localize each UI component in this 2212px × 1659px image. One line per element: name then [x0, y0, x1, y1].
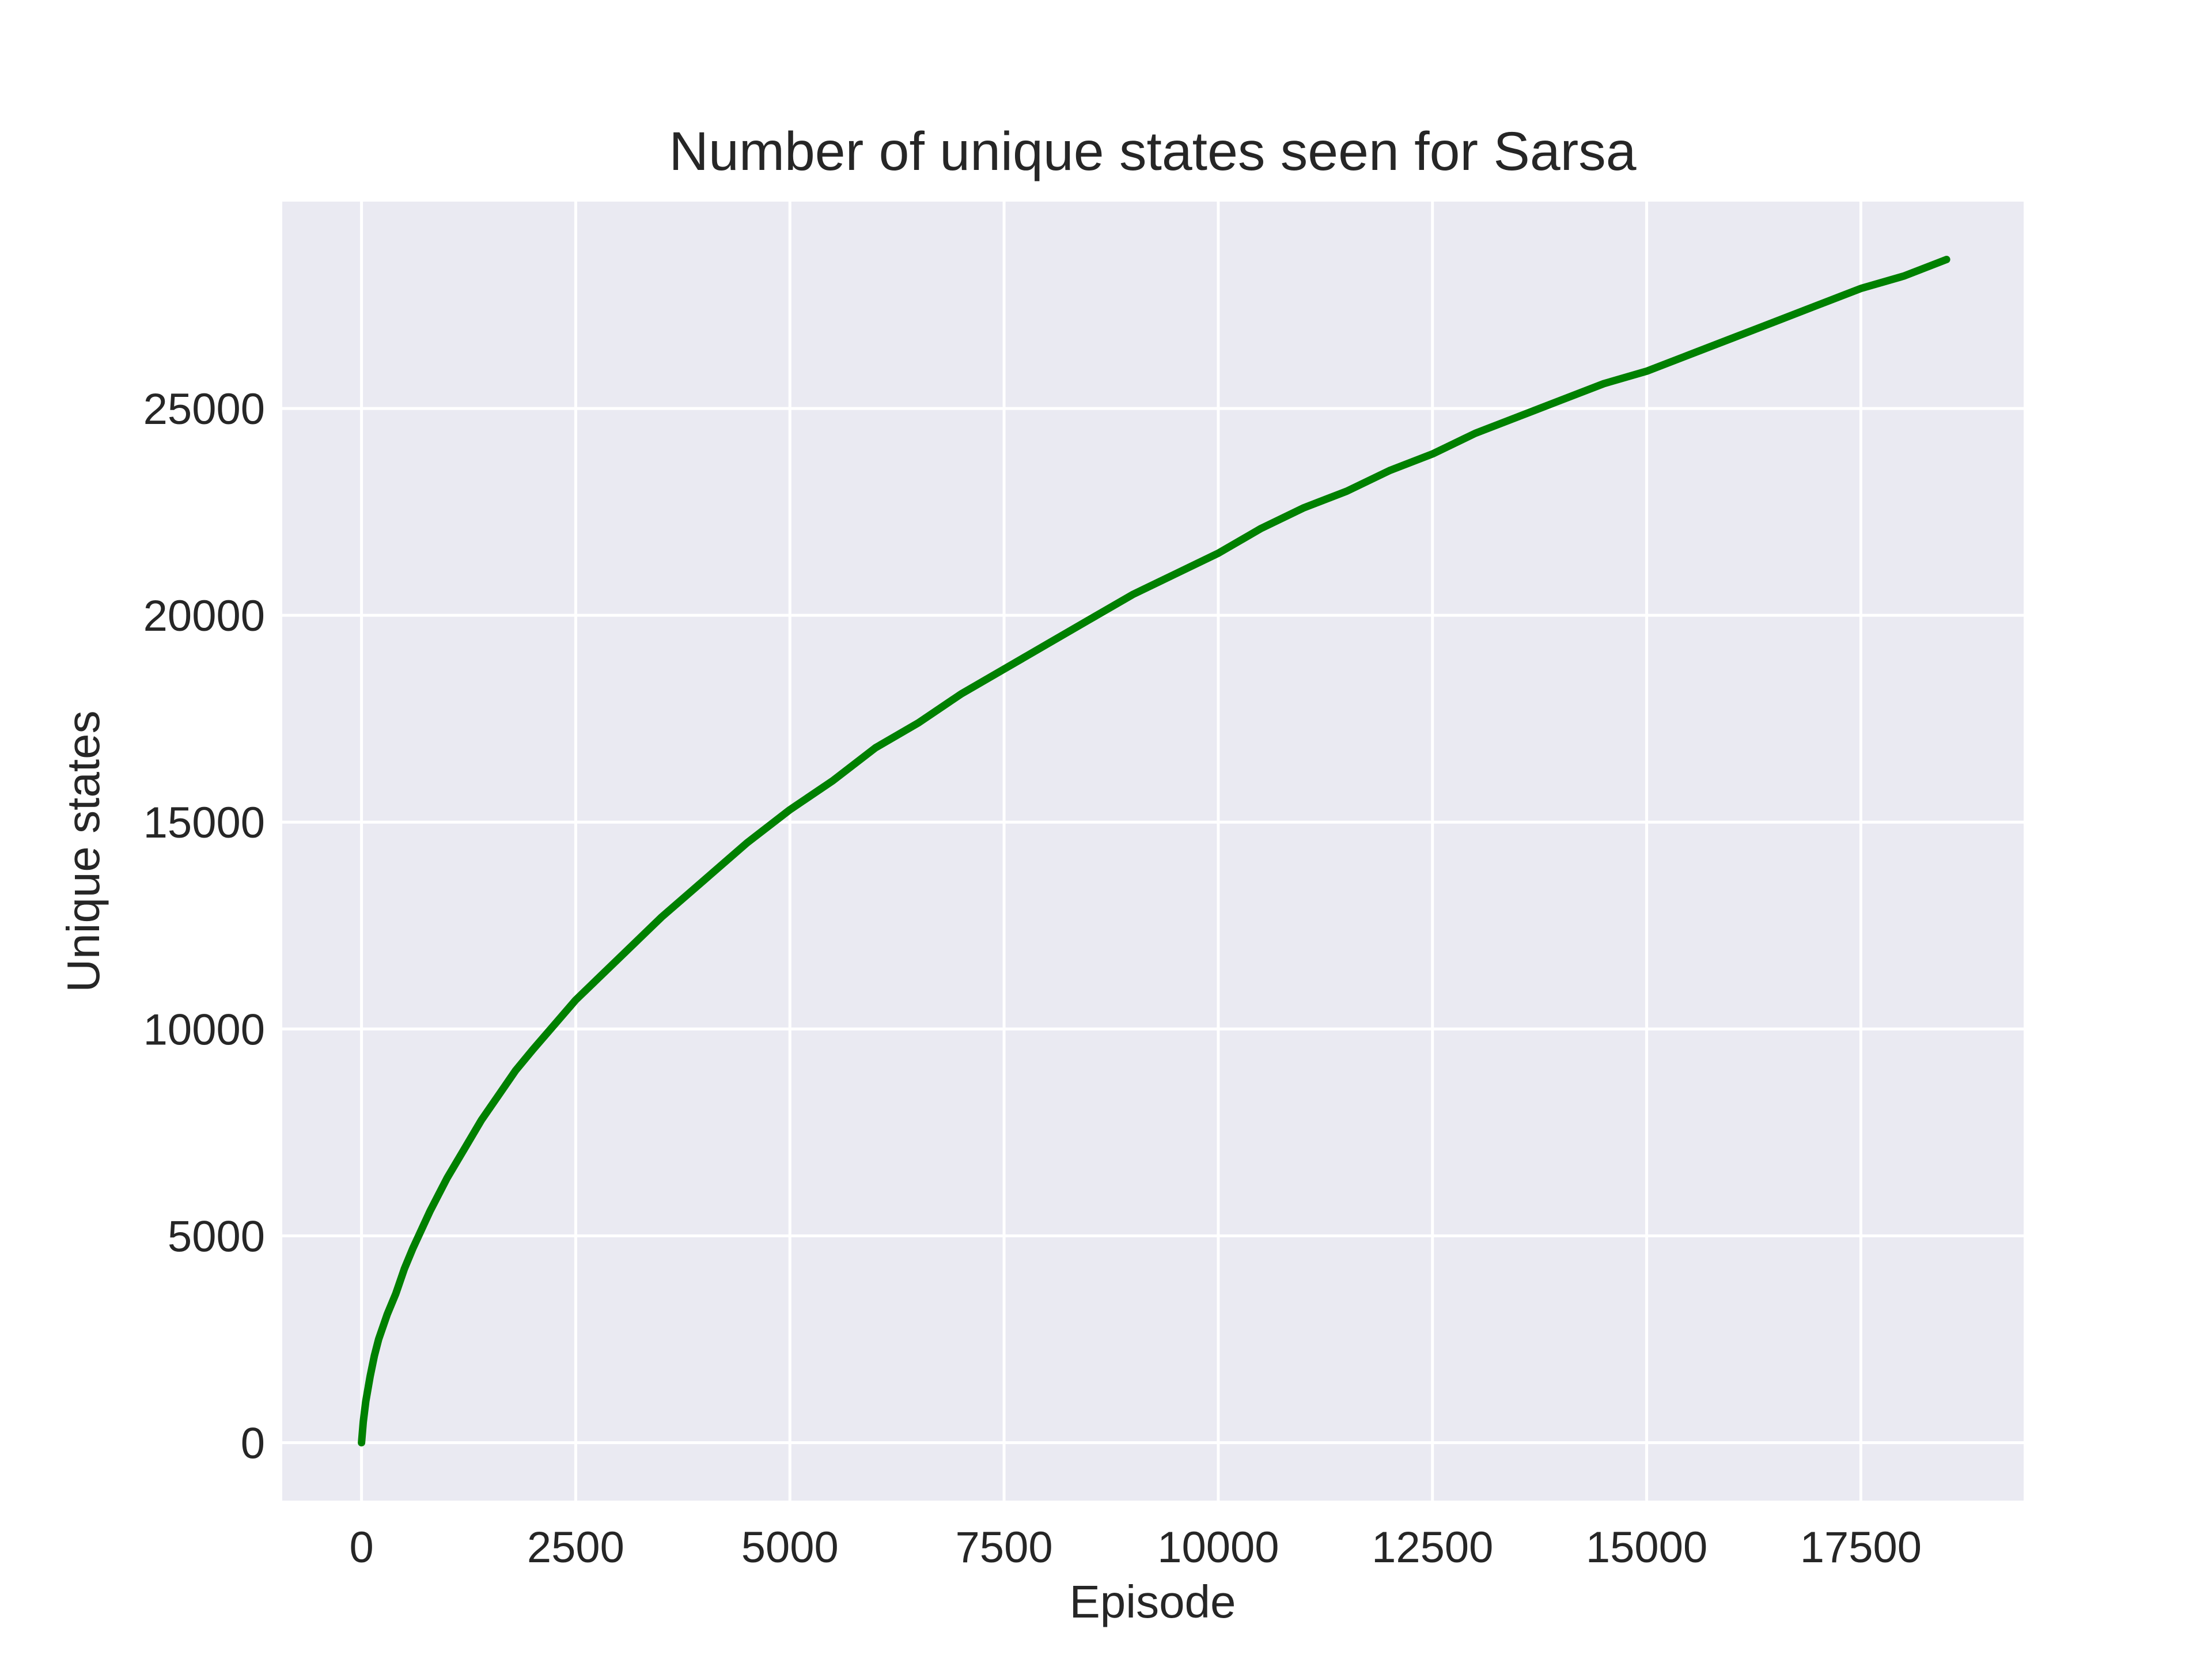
tick-labels: 0 2500 5000 7500 10000 12500 15000 17500 0 5000 10… [143, 385, 1922, 1572]
y-tick-label: 25000 [143, 385, 265, 434]
grid-lines [282, 202, 2024, 1501]
x-tick-label: 15000 [1586, 1523, 1707, 1572]
y-tick-label: 0 [241, 1419, 265, 1468]
y-tick-label: 20000 [143, 592, 265, 641]
y-tick-label: 10000 [143, 1005, 265, 1054]
y-tick-label: 15000 [143, 798, 265, 847]
x-tick-label: 12500 [1372, 1523, 1493, 1572]
chart-title: Number of unique states seen for Sarsa [669, 121, 1636, 182]
plot-area [282, 202, 2024, 1501]
x-tick-label: 7500 [956, 1523, 1053, 1572]
x-tick-label: 5000 [741, 1523, 839, 1572]
y-tick-label: 5000 [168, 1212, 265, 1261]
series-line-unique-states [358, 256, 1950, 1446]
x-tick-label: 17500 [1800, 1523, 1922, 1572]
x-tick-label: 10000 [1157, 1523, 1279, 1572]
x-axis-label: Episode [1069, 1576, 1236, 1627]
x-tick-label: 0 [349, 1523, 373, 1572]
y-axis-label: Unique states [58, 710, 109, 992]
x-tick-label: 2500 [527, 1523, 624, 1572]
